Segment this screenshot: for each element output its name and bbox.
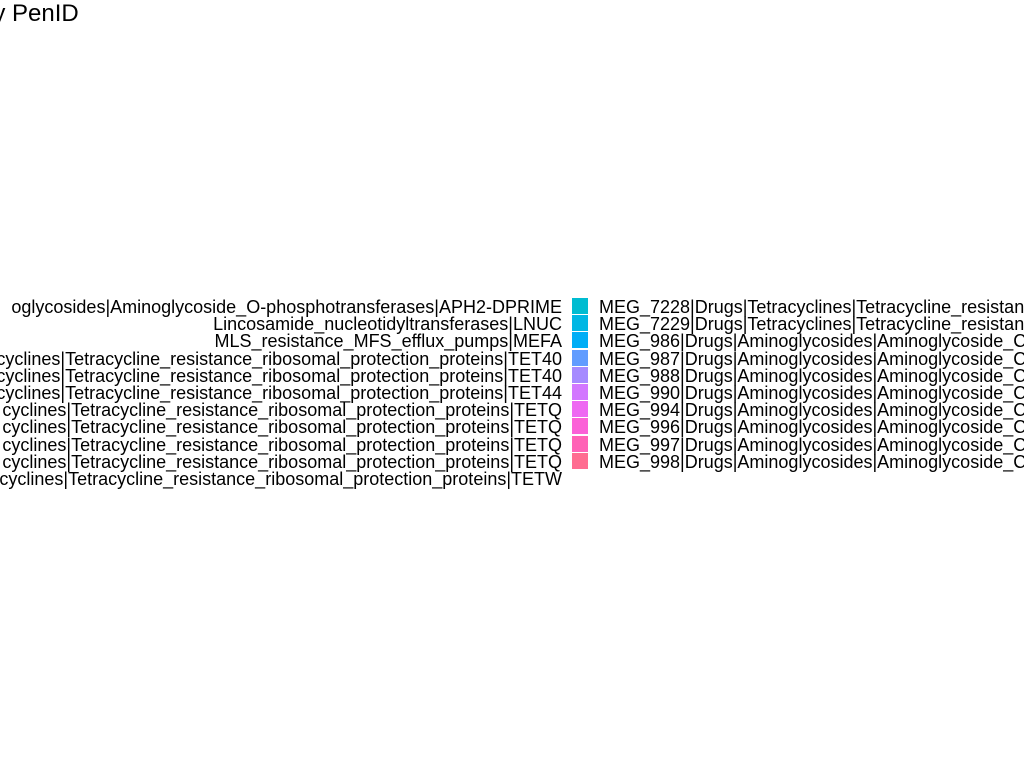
legend-entry: cyclines|Tetracycline_resistance_ribosom…: [0, 468, 562, 489]
legend-entry-label: Lincosamide_nucleotidyltransferases|LNUC: [213, 314, 562, 335]
legend-swatch: [572, 418, 588, 435]
legend-swatch: [572, 315, 588, 332]
legend-entry: cyclines|Tetracycline_resistance_ribosom…: [0, 365, 562, 386]
legend-entry: cyclines|Tetracycline_resistance_ribosom…: [0, 417, 562, 438]
legend-entry-label: MEG_994|Drugs|Aminoglycosides|Aminoglyco…: [599, 400, 1024, 421]
legend-entry-label: MEG_997|Drugs|Aminoglycosides|Aminoglyco…: [599, 434, 1024, 455]
legend-entry: cyclines|Tetracycline_resistance_ribosom…: [0, 400, 562, 421]
legend-left-column: oglycosides|Aminoglycoside_O-phosphotran…: [0, 297, 563, 489]
legend-entry: cyclines|Tetracycline_resistance_ribosom…: [0, 434, 562, 455]
legend-entry-label: MEG_986|Drugs|Aminoglycosides|Aminoglyco…: [599, 331, 1024, 352]
legend-swatch: [572, 298, 588, 314]
legend-entry: MEG_988|Drugs|Aminoglycosides|Aminoglyco…: [572, 365, 1024, 386]
legend-entry-label: cyclines|Tetracycline_resistance_ribosom…: [0, 348, 562, 369]
legend-entry-label: MEG_988|Drugs|Aminoglycosides|Aminoglyco…: [599, 365, 1024, 386]
legend-entry: MEG_994|Drugs|Aminoglycosides|Aminoglyco…: [572, 400, 1024, 421]
legend-swatch: [572, 401, 588, 418]
legend-entry-label: MEG_987|Drugs|Aminoglycosides|Aminoglyco…: [599, 348, 1024, 369]
legend-entry: MLS_resistance_MFS_efflux_pumps|MEFA: [0, 331, 563, 352]
legend-entry: MEG_990|Drugs|Aminoglycosides|Aminoglyco…: [572, 382, 1024, 403]
legend-entry: MEG_986|Drugs|Aminoglycosides|Aminoglyco…: [572, 331, 1024, 352]
legend-swatch: [572, 435, 588, 452]
legend-entry-label: cyclines|Tetracycline_resistance_ribosom…: [0, 382, 562, 403]
legend-swatch: [572, 452, 588, 469]
legend-entry-label: MEG_990|Drugs|Aminoglycosides|Aminoglyco…: [599, 382, 1024, 403]
legend-entry: cyclines|Tetracycline_resistance_ribosom…: [0, 451, 562, 472]
legend-entry: cyclines|Tetracycline_resistance_ribosom…: [0, 348, 562, 369]
legend-entry-label: oglycosides|Aminoglycoside_O-phosphotran…: [11, 297, 562, 317]
legend-entry: MEG_987|Drugs|Aminoglycosides|Aminoglyco…: [572, 348, 1024, 369]
legend-entry: MEG_7229|Drugs|Tetracyclines|Tetracyclin…: [572, 314, 1024, 335]
legend-entry-label: MEG_996|Drugs|Aminoglycosides|Aminoglyco…: [599, 417, 1024, 438]
legend-swatch: [572, 383, 588, 400]
legend-entry-label: MEG_7229|Drugs|Tetracyclines|Tetracyclin…: [599, 314, 1024, 335]
legend-entry: MEG_997|Drugs|Aminoglycosides|Aminoglyco…: [572, 434, 1024, 455]
legend-entry-label: cyclines|Tetracycline_resistance_ribosom…: [0, 365, 562, 386]
legend-entry-label: cyclines|Tetracycline_resistance_ribosom…: [2, 400, 562, 421]
legend-entry: oglycosides|Aminoglycoside_O-phosphotran…: [0, 297, 562, 317]
legend-entry-label: MEG_7228|Drugs|Tetracyclines|Tetracyclin…: [599, 297, 1024, 317]
legend-entry-label: cyclines|Tetracycline_resistance_ribosom…: [2, 434, 562, 455]
legend-entry-label: MEG_998|Drugs|Aminoglycosides|Aminoglyco…: [599, 451, 1024, 472]
legend-entry-label: cyclines|Tetracycline_resistance_ribosom…: [0, 468, 562, 489]
legend-right-column: MEG_7228|Drugs|Tetracyclines|Tetracyclin…: [572, 297, 1024, 472]
legend-entry: MEG_998|Drugs|Aminoglycosides|Aminoglyco…: [572, 451, 1024, 472]
legend-entry-label: cyclines|Tetracycline_resistance_ribosom…: [2, 417, 562, 438]
legend-entry-label: MLS_resistance_MFS_efflux_pumps|MEFA: [214, 331, 563, 352]
legend-entry: Lincosamide_nucleotidyltransferases|LNUC: [0, 314, 562, 335]
legend-entry-label: cyclines|Tetracycline_resistance_ribosom…: [2, 451, 562, 472]
chart-title: e by PenID: [0, 0, 79, 27]
legend-entry: MEG_996|Drugs|Aminoglycosides|Aminoglyco…: [572, 417, 1024, 438]
legend-entry: cyclines|Tetracycline_resistance_ribosom…: [0, 382, 562, 403]
legend-swatch: [572, 349, 588, 366]
legend-entry: MEG_7228|Drugs|Tetracyclines|Tetracyclin…: [572, 297, 1024, 317]
legend-swatch: [572, 332, 588, 349]
legend-swatch: [572, 366, 588, 383]
